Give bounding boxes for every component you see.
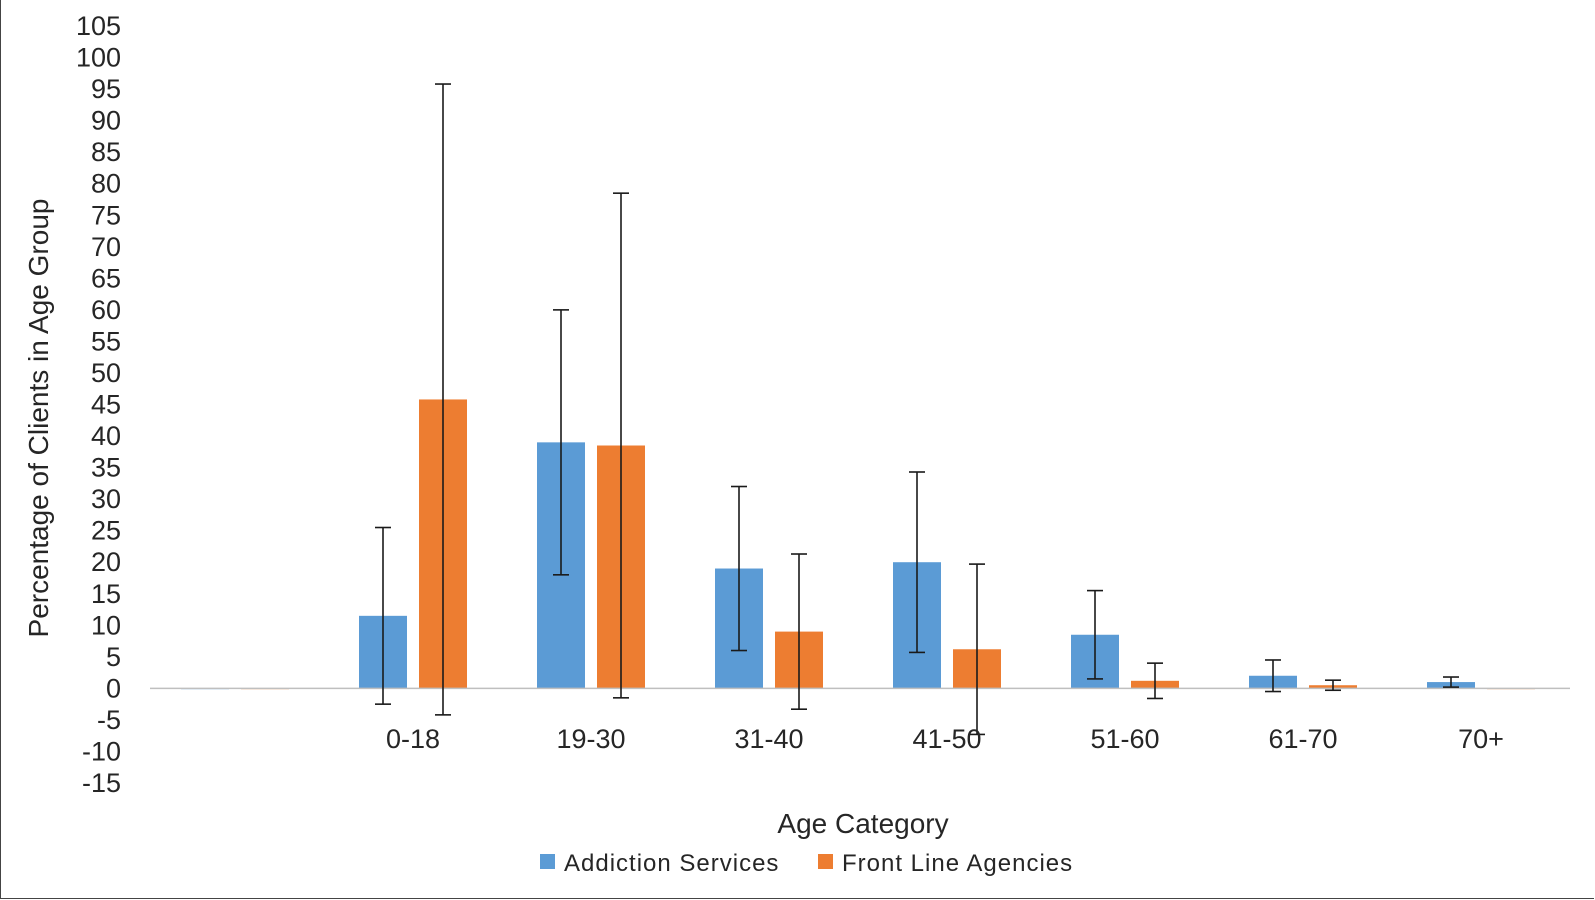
y-tick-label: 90: [91, 106, 121, 136]
y-tick-label: 40: [91, 421, 121, 451]
y-tick-label: -10: [82, 736, 121, 766]
y-tick-label: 30: [91, 484, 121, 514]
y-tick-label: 0: [106, 673, 121, 703]
legend-label-addiction-services: Addiction Services: [564, 850, 779, 877]
y-tick-label: 5: [106, 642, 121, 672]
y-tick-label: -15: [82, 768, 121, 798]
legend: Addiction Services Front Line Agencies: [540, 850, 1073, 877]
x-tick-label: 19-30: [556, 724, 625, 754]
legend-swatch-addiction-services: [540, 854, 555, 869]
y-tick-label: 50: [91, 358, 121, 388]
error-bars-layer: [375, 83, 1459, 736]
y-axis-ticks: -15-10-505101520253035404550556065707580…: [76, 11, 121, 798]
y-tick-label: 105: [76, 11, 121, 41]
y-tick-label: 100: [76, 43, 121, 73]
x-tick-label: 51-60: [1090, 724, 1159, 754]
y-tick-label: 45: [91, 390, 121, 420]
y-tick-label: 95: [91, 74, 121, 104]
legend-label-front-line-agencies: Front Line Agencies: [842, 850, 1073, 877]
y-tick-label: -5: [97, 705, 121, 735]
bars-layer: [181, 399, 1535, 690]
x-tick-label: 41-50: [912, 724, 981, 754]
x-tick-label: 31-40: [734, 724, 803, 754]
y-tick-label: 80: [91, 169, 121, 199]
x-axis-ticks: 0-18 19-30 31-40 41-50 51-60 61-70 70+: [386, 724, 1504, 754]
y-tick-label: 60: [91, 295, 121, 325]
y-tick-label: 25: [91, 516, 121, 546]
y-tick-label: 85: [91, 137, 121, 167]
y-tick-label: 65: [91, 263, 121, 293]
y-tick-label: 55: [91, 326, 121, 356]
y-axis-title: Percentage of Clients in Age Group: [23, 199, 54, 638]
x-tick-label: 70+: [1458, 724, 1504, 754]
legend-swatch-front-line-agencies: [818, 854, 833, 869]
y-tick-label: 10: [91, 610, 121, 640]
y-tick-label: 15: [91, 579, 121, 609]
y-tick-label: 75: [91, 200, 121, 230]
x-tick-label: 61-70: [1268, 724, 1337, 754]
y-tick-label: 35: [91, 453, 121, 483]
y-tick-label: 20: [91, 547, 121, 577]
x-axis-title: Age Category: [777, 808, 948, 839]
x-tick-label: 0-18: [386, 724, 440, 754]
y-tick-label: 70: [91, 232, 121, 262]
